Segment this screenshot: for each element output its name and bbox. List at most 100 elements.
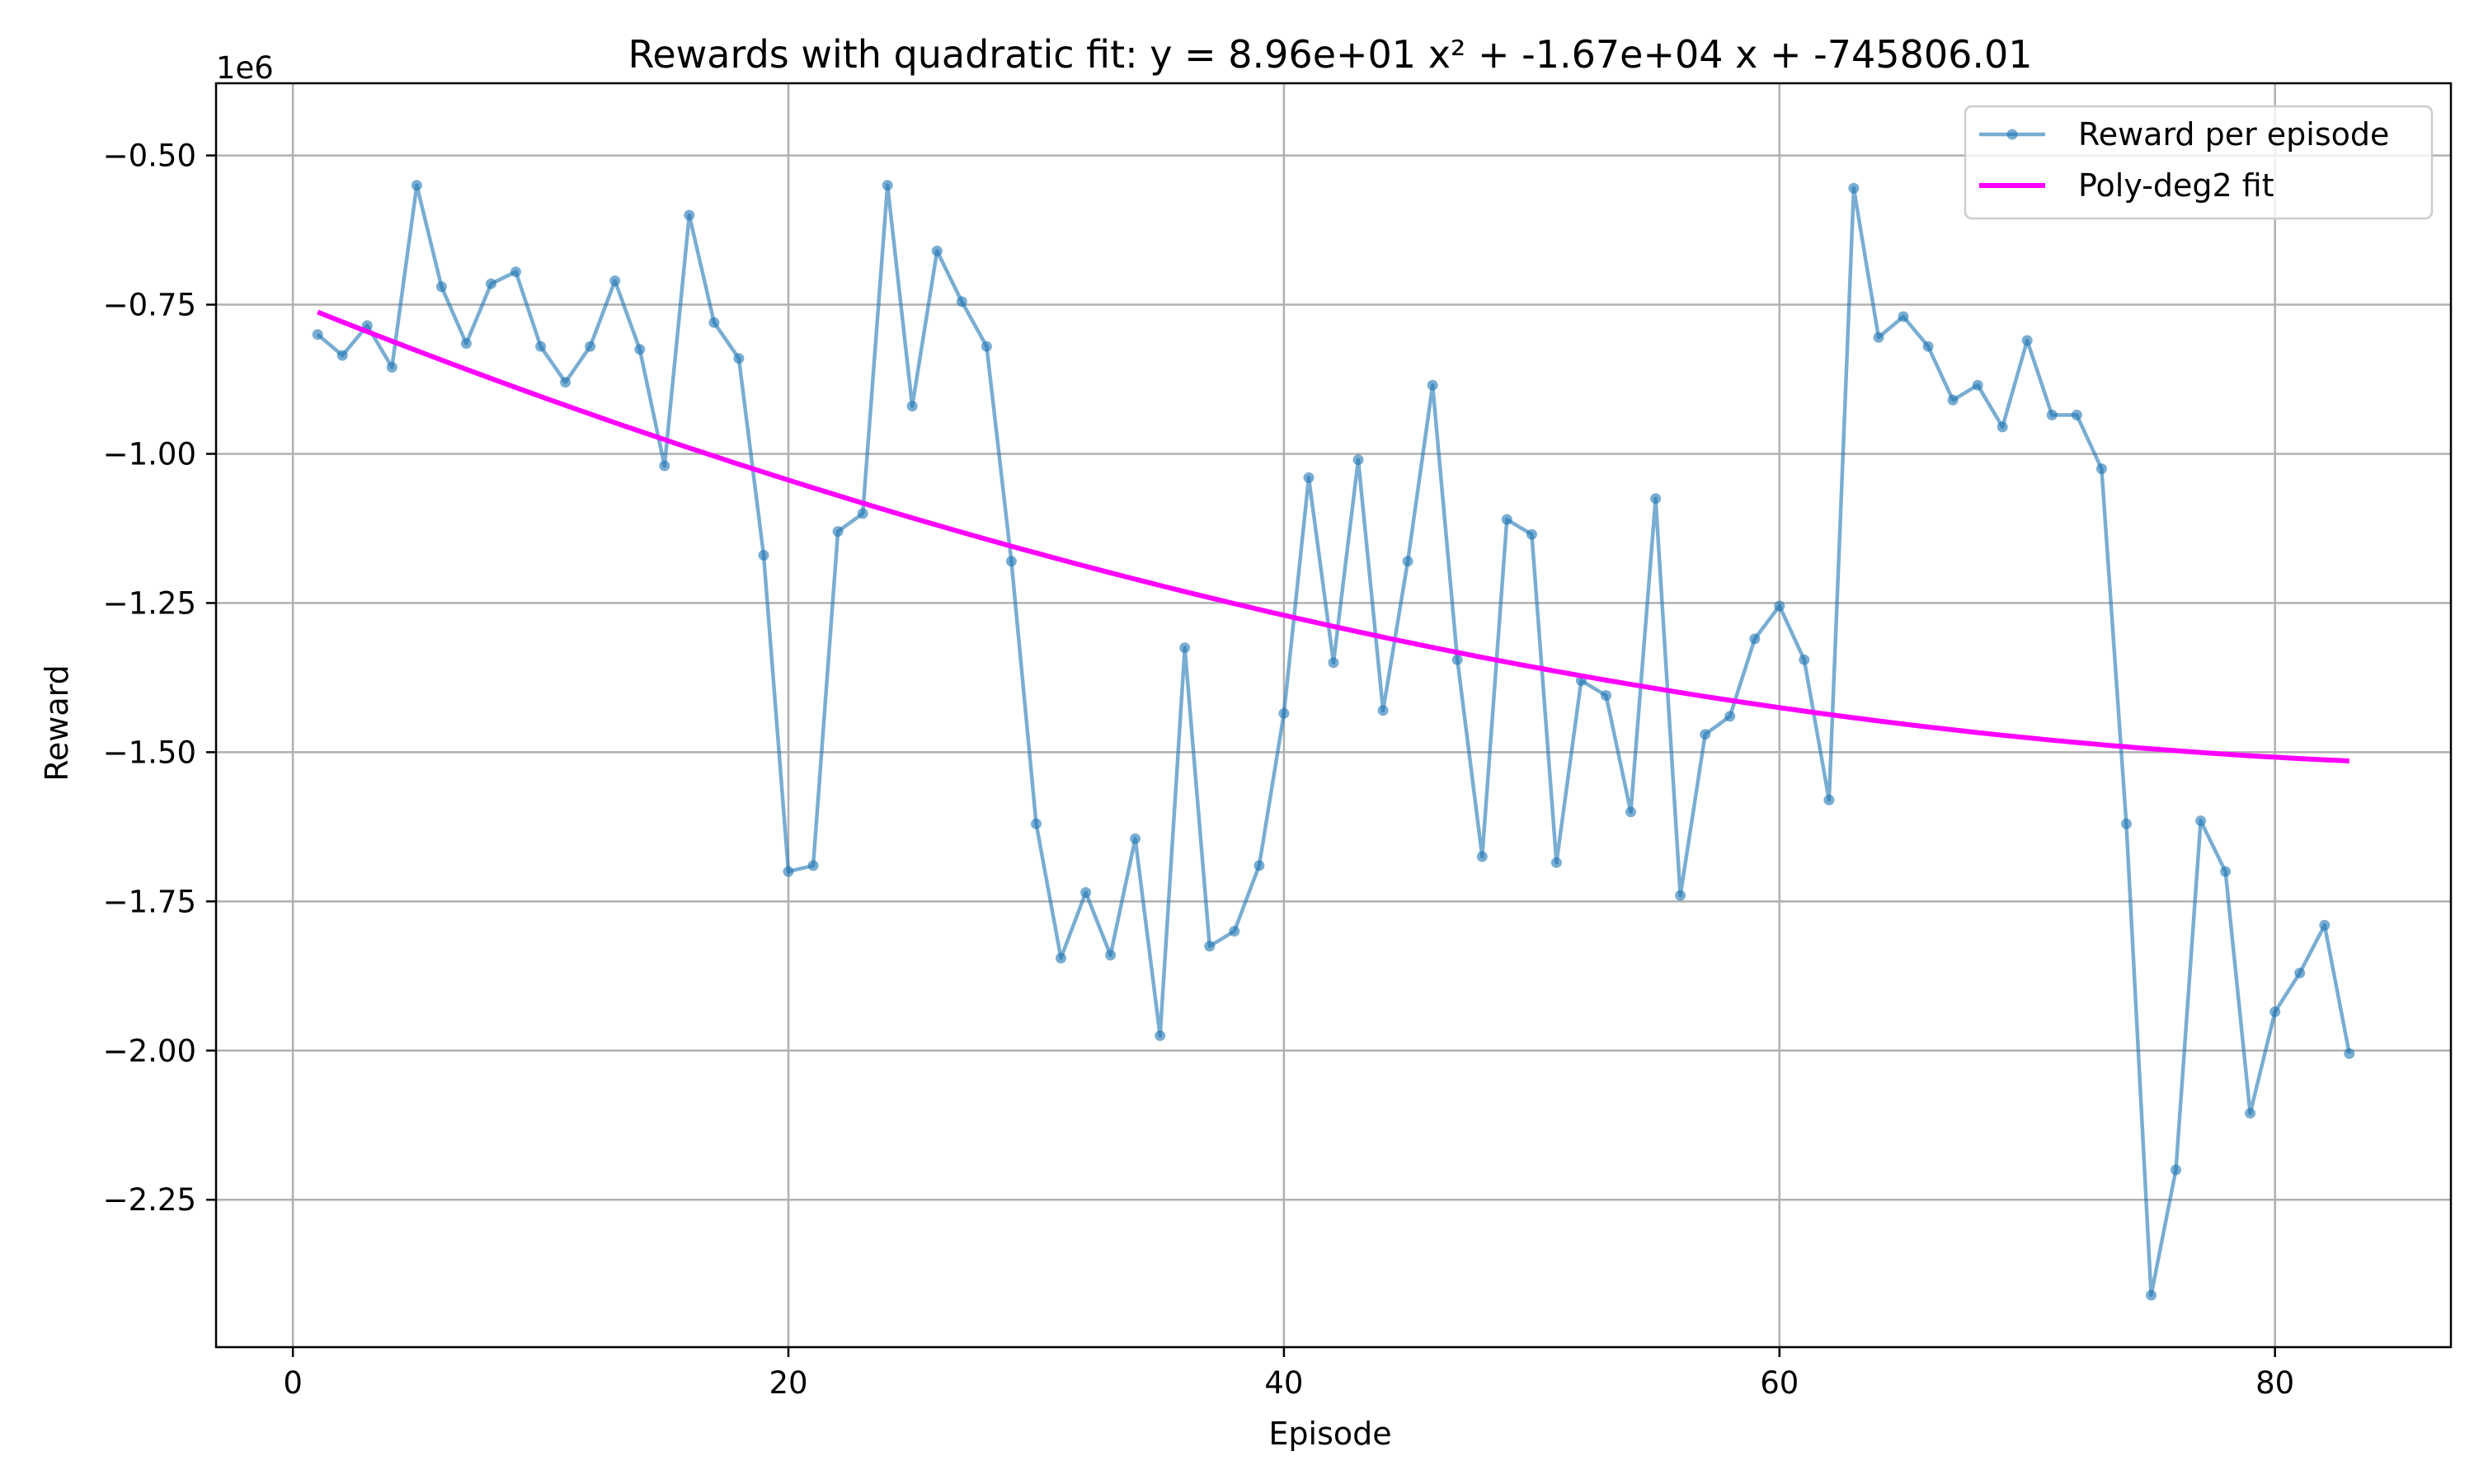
- grid: [216, 83, 2451, 1347]
- reward-point: [1179, 642, 1191, 654]
- y-tick-label: −0.50: [103, 139, 196, 174]
- reward-point: [1774, 600, 1785, 612]
- reward-point: [435, 281, 447, 293]
- reward-point: [956, 296, 967, 308]
- reward-point: [1550, 857, 1562, 868]
- reward-point: [1427, 379, 1438, 391]
- y-tick-label: −1.25: [103, 585, 196, 621]
- reward-point: [1526, 528, 1537, 540]
- y-tick-label: −2.25: [103, 1182, 196, 1218]
- reward-point: [2319, 919, 2331, 931]
- reward-point: [1799, 654, 1810, 665]
- reward-point: [832, 526, 844, 538]
- reward-point: [1476, 851, 1488, 862]
- reward-point: [312, 329, 323, 340]
- reward-point: [486, 278, 496, 289]
- legend-box: [1964, 105, 2434, 220]
- chart-title: Rewards with quadratic fit: y = 8.96e+01…: [628, 32, 2032, 77]
- reward-point: [585, 340, 596, 352]
- reward-point: [1650, 493, 1662, 505]
- x-tick-label: 60: [1760, 1365, 1799, 1401]
- plot-frame: [214, 82, 2453, 1349]
- reward-point: [1700, 729, 1711, 740]
- x-tick-label: 0: [283, 1365, 303, 1401]
- x-tick-label: 20: [769, 1365, 807, 1401]
- x-tick-label: 40: [1264, 1365, 1303, 1401]
- y-tick-label: −2.00: [103, 1033, 196, 1068]
- reward-point: [2071, 409, 2082, 420]
- reward-point: [1005, 556, 1017, 567]
- reward-point: [882, 180, 893, 191]
- reward-point: [1997, 421, 2008, 433]
- reward-point: [2095, 463, 2107, 475]
- legend-marker-reward: [2006, 129, 2018, 140]
- reward-point: [1749, 633, 1761, 645]
- reward-point: [1451, 654, 1463, 665]
- y-tick-label: −1.75: [103, 884, 196, 919]
- reward-point: [708, 317, 720, 328]
- legend: Reward per episode Poly-deg2 fit: [1964, 105, 2434, 220]
- reward-point: [1848, 182, 1860, 194]
- reward-point: [634, 344, 646, 355]
- reward-point: [2195, 815, 2207, 827]
- reward-point: [2344, 1048, 2355, 1059]
- reward-point: [1947, 394, 1959, 406]
- reward-point: [783, 866, 794, 877]
- reward-point: [1402, 556, 1413, 567]
- reward-point: [1080, 887, 1092, 898]
- x-tick-label: 80: [2255, 1365, 2294, 1401]
- reward-point: [807, 860, 819, 871]
- reward-point: [758, 550, 769, 561]
- reward-point: [1229, 926, 1240, 937]
- legend-label-reward: Reward per episode: [2078, 116, 2389, 153]
- reward-point: [1031, 818, 1042, 829]
- reward-point: [1204, 941, 1216, 952]
- reward-point: [1625, 806, 1636, 818]
- reward-point: [460, 338, 472, 350]
- reward-point: [1155, 1030, 1166, 1041]
- fit-curve: [317, 309, 2349, 763]
- reward-point: [336, 350, 348, 361]
- y-tick-label: −1.50: [103, 735, 196, 770]
- reward-point: [2021, 335, 2033, 346]
- reward-point: [1972, 379, 1983, 391]
- y-axis-label: Reward: [39, 665, 75, 782]
- reward-point: [1724, 711, 1736, 722]
- reward-point: [931, 245, 943, 256]
- reward-point: [1601, 690, 1611, 702]
- reward-point: [981, 340, 992, 352]
- reward-point: [1328, 657, 1339, 669]
- reward-point: [2220, 866, 2232, 877]
- ticks: 0 20 40 60 80 −0.50 −0.75 −1.00 −1.25 −1.50 −1.75 −…: [103, 139, 2295, 1401]
- reward-point: [560, 377, 571, 388]
- reward-point: [1105, 950, 1117, 960]
- y-tick-label: −0.75: [103, 288, 196, 323]
- reward-point: [1130, 833, 1141, 844]
- reward-point: [2120, 818, 2132, 829]
- reward-point: [1823, 794, 1835, 805]
- legend-label-fit: Poly-deg2 fit: [2078, 167, 2274, 204]
- reward-point: [609, 275, 621, 287]
- reward-point: [1501, 514, 1512, 525]
- reward-point: [857, 508, 868, 519]
- reward-point: [1377, 705, 1389, 716]
- reward-point: [2046, 409, 2058, 420]
- reward-point: [2171, 1164, 2181, 1176]
- reward-point: [1303, 472, 1315, 483]
- reward-point: [1352, 454, 1364, 466]
- reward-point: [2269, 1006, 2281, 1017]
- reward-point: [2245, 1107, 2256, 1119]
- reward-point: [906, 401, 918, 412]
- reward-point: [733, 353, 745, 364]
- reward-point: [1253, 860, 1265, 871]
- reward-point: [535, 340, 547, 352]
- reward-point: [2294, 967, 2306, 979]
- reward-point: [1873, 331, 1884, 343]
- x-axis-label: Episode: [1268, 1416, 1391, 1452]
- y-offset-label: 1e6: [216, 50, 274, 86]
- y-tick-label: −1.00: [103, 436, 196, 472]
- reward-point: [386, 362, 397, 373]
